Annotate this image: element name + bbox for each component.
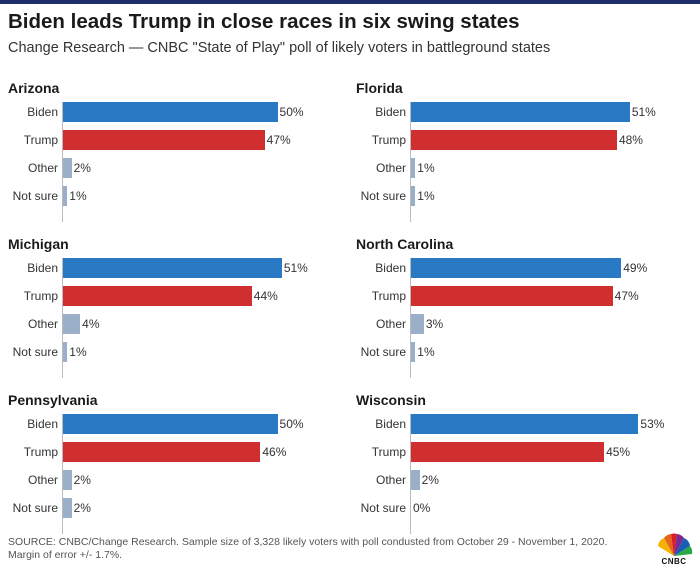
value-label: 46% [262,445,287,459]
value-label: 47% [266,133,291,147]
chart-subtitle: Change Research — CNBC "State of Play" p… [8,40,551,56]
value-label: 44% [253,289,278,303]
category-label: Other [27,317,58,331]
value-label: 1% [417,345,435,359]
category-label: Not sure [12,189,58,203]
category-label: Not sure [360,345,406,359]
bar-biden [63,102,278,122]
category-label: Other [27,161,58,175]
value-label: 2% [73,161,91,175]
bar-biden [411,414,639,434]
category-label: Biden [375,417,406,431]
value-label: 53% [640,417,665,431]
bar-not-sure [411,186,416,206]
top-accent-bar [0,0,700,4]
state-panel: North Carolina Biden 49% Trump 47% Other 3% Not… [356,236,696,386]
value-label: 51% [631,105,656,119]
chart-title: Biden leads Trump in close races in six … [8,10,520,33]
bar-biden [63,258,282,278]
category-label: Biden [27,105,58,119]
value-label: 3% [425,317,444,331]
state-panel: Michigan Biden 51% Trump 44% Other 4% Not sure 1… [8,236,348,386]
bar-not-sure [63,186,68,206]
value-label: 49% [623,261,648,275]
state-panel: Pennsylvania Biden 50% Trump 46% Other 2% Not s… [8,392,348,542]
value-label: 1% [417,189,435,203]
state-title: Florida [356,80,403,96]
bar-other [63,158,72,178]
value-label: 2% [421,473,439,487]
cnbc-logo: CNBC [654,532,694,566]
category-label: Other [375,317,406,331]
category-axis [62,102,63,222]
bar-trump [63,442,261,462]
category-label: Not sure [12,345,58,359]
state-panel: Florida Biden 51% Trump 48% Other 1% Not sure 1% [356,80,696,230]
source-note: SOURCE: CNBC/Change Research. Sample siz… [8,536,607,562]
bar-other [63,314,81,334]
bar-not-sure [63,342,68,362]
bar-other [63,470,72,490]
category-label: Trump [23,445,58,459]
category-label: Trump [23,289,58,303]
value-label: 0% [413,501,431,515]
bar-other [411,314,424,334]
category-axis [410,414,411,534]
bar-other [411,470,420,490]
value-label: 47% [614,289,639,303]
bar-trump [63,130,265,150]
state-panel: Wisconsin Biden 53% Trump 45% Other 2% Not sure… [356,392,696,542]
category-label: Trump [371,133,406,147]
state-title: Pennsylvania [8,392,98,408]
category-label: Trump [23,133,58,147]
category-label: Biden [27,261,58,275]
category-label: Not sure [360,501,406,515]
state-title: North Carolina [356,236,454,252]
value-label: 45% [606,445,631,459]
category-label: Biden [375,105,406,119]
value-label: 4% [82,317,100,331]
value-label: 50% [279,105,304,119]
value-label: 1% [69,345,87,359]
category-label: Other [375,473,406,487]
value-label: 2% [73,473,91,487]
category-axis [62,258,63,378]
bar-not-sure [411,342,416,362]
category-label: Other [27,473,58,487]
bar-other [411,158,416,178]
state-title: Michigan [8,236,69,252]
peacock-icon [658,533,693,556]
category-axis [62,414,63,534]
logo-wordmark: CNBC [661,557,687,566]
value-label: 48% [618,133,643,147]
source-line-2: Margin of error +/- 1.7%. [8,549,123,561]
value-label: 1% [69,189,87,203]
value-label: 2% [73,501,91,515]
category-axis [410,102,411,222]
category-axis [410,258,411,378]
category-label: Biden [375,261,406,275]
bar-trump [411,130,617,150]
category-label: Trump [371,445,406,459]
source-line-1: SOURCE: CNBC/Change Research. Sample siz… [8,536,608,548]
bar-biden [411,102,630,122]
bar-trump [63,286,252,306]
value-label: 1% [417,161,435,175]
bar-trump [411,442,605,462]
state-title: Wisconsin [356,392,426,408]
value-label: 50% [279,417,304,431]
category-label: Biden [27,417,58,431]
state-panel: Arizona Biden 50% Trump 47% Other 2% Not sure 1% [8,80,348,230]
value-label: 51% [283,261,308,275]
category-label: Not sure [12,501,58,515]
bar-trump [411,286,613,306]
category-label: Not sure [360,189,406,203]
category-label: Other [375,161,406,175]
bar-biden [411,258,622,278]
bar-biden [63,414,278,434]
bar-not-sure [63,498,72,518]
category-label: Trump [371,289,406,303]
state-title: Arizona [8,80,60,96]
